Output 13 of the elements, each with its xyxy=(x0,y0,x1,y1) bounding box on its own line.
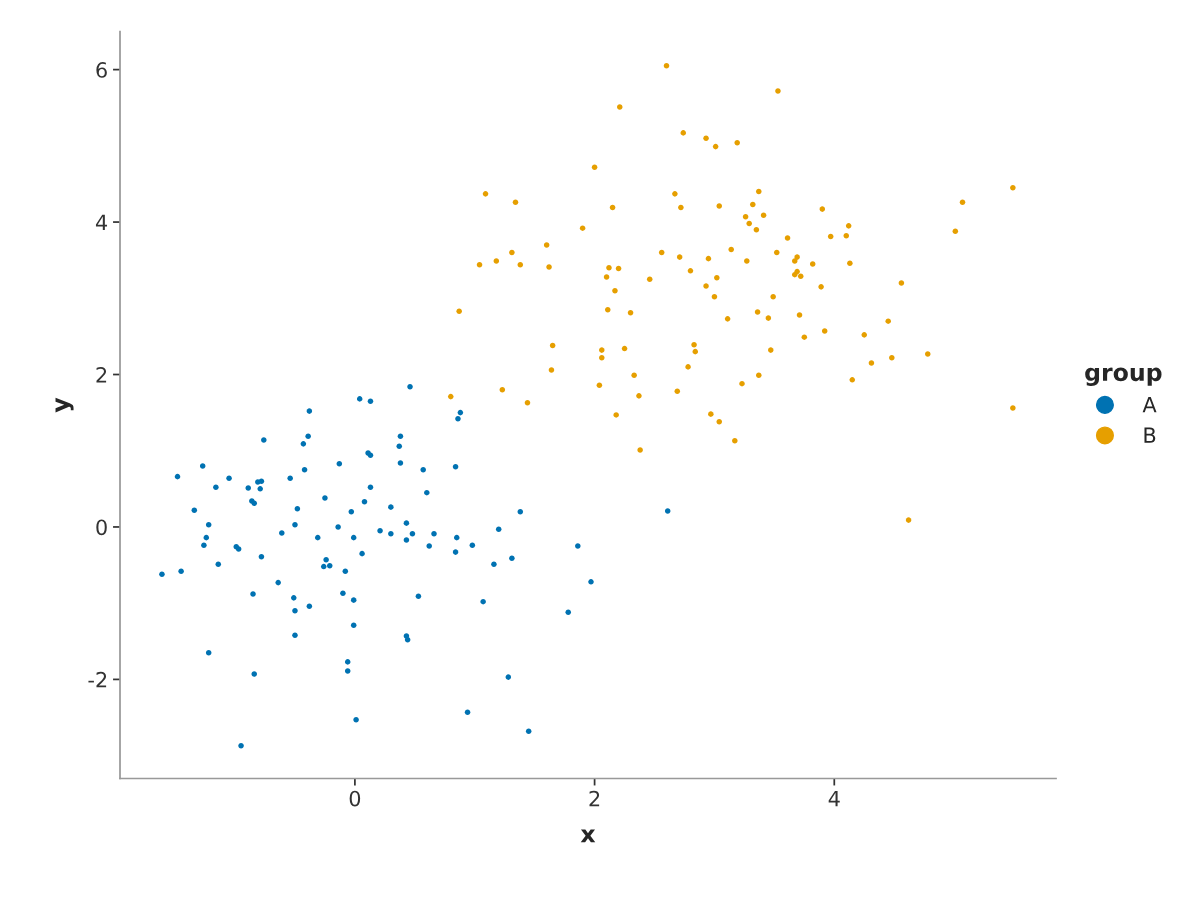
legend-label: B xyxy=(1144,427,1156,443)
y-tick-label: 2 xyxy=(96,366,107,383)
y-tick-label: 4 xyxy=(95,214,108,230)
legend-label: A xyxy=(1142,397,1157,413)
x-tick-label: 0 xyxy=(349,790,361,807)
y-tick-label: 6 xyxy=(96,62,107,78)
y-tick-label: -2 xyxy=(88,671,107,688)
x-tick-label: 2 xyxy=(589,790,600,807)
legend-title: group xyxy=(1085,367,1162,386)
y-tick-label: 0 xyxy=(96,519,107,536)
x-axis-title: x xyxy=(580,829,596,843)
x-tick-label: 4 xyxy=(828,790,840,807)
y-axis-title: y xyxy=(55,397,74,413)
